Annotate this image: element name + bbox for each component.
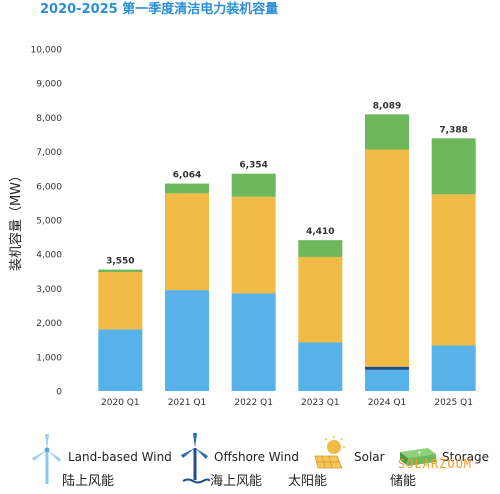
x-tick-label: 2022 Q1 [234,398,273,408]
legend-item-land-wind: Land-based Wind 陆上风能 [30,430,180,490]
stacked-bar-chart: 装机容量（MW） 0 1,000 2,000 3,000 4,000 5,000 6,000… [8,46,476,408]
solar-panel-icon [314,436,345,469]
legend-label-solar: Solar [354,450,385,464]
bar-segment [165,183,209,194]
bar-stack [165,183,209,391]
y-axis-label: 装机容量（MW） [8,169,24,271]
bar-segment [298,240,343,257]
legend-label-land-wind: Land-based Wind [68,450,172,464]
bar-stack [231,173,276,391]
x-tick-label: 2020 Q1 [101,398,140,408]
y-tick-label: 6,000 [36,182,62,192]
bar-segment [431,138,476,195]
y-tick-label: 9,000 [36,80,62,90]
y-tick-label: 7,000 [36,148,62,158]
bar-segment [431,345,476,391]
y-tick-label: 3,000 [36,285,62,295]
bar-stack [298,240,343,391]
legend-label-storage-zh: 储能 [390,474,417,489]
y-tick-label: 2,000 [36,319,62,329]
total-labels: 3,550 6,064 6,354 4,410 8,089 7,388 [106,101,468,266]
x-tick-label: 2025 Q1 [434,398,473,408]
bar-total-label: 7,388 [439,125,467,135]
chart-title: 2020-2025 第一季度清洁电力装机容量 [40,2,279,17]
bar-total-label: 4,410 [306,227,334,237]
legend-label-offshore-wind: Offshore Wind [214,450,299,464]
legend-label-offshore-wind-zh: 海上风能 [210,474,263,489]
y-tick-label: 1,000 [36,353,62,363]
bar-segment [365,366,409,370]
bar-stack [365,114,409,391]
y-tick-label: 5,000 [36,217,62,227]
bar-segment [365,114,409,150]
y-tick-label: 10,000 [31,46,63,56]
x-tick-label: 2021 Q1 [168,398,207,408]
bar-segment [231,196,276,294]
svg-text:+: + [417,450,422,457]
bar-segment [165,290,209,391]
bars [98,114,476,391]
legend-label-solar-zh: 太阳能 [288,474,328,489]
bar-segment [365,149,409,367]
watermark: SOLARZOOM [398,457,473,471]
bar-segment [298,342,343,391]
x-tick-label: 2024 Q1 [368,398,407,408]
x-axis-ticks: 2020 Q1 2021 Q1 2022 Q1 2023 Q1 2024 Q1 2025 … [101,398,473,408]
y-tick-label: 0 [56,388,62,398]
bar-segment [98,329,143,391]
bar-stack [98,269,143,391]
battery-icon: + [400,448,436,466]
bar-total-label: 6,064 [173,171,201,181]
bar-segment [165,193,209,291]
bar-segment [298,256,343,343]
bar-total-label: 3,550 [106,257,134,267]
legend-item-storage: + Storage 储能 [390,430,498,490]
bar-total-label: 6,354 [239,161,267,171]
bar-total-label: 8,089 [373,101,401,111]
bar-segment [231,293,276,391]
y-axis-ticks: 0 1,000 2,000 3,000 4,000 5,000 6,000 7,000 8,00… [31,46,63,398]
bar-segment [431,194,476,346]
y-tick-label: 4,000 [36,251,62,261]
legend-label-storage: Storage [442,450,489,464]
bar-stack [431,138,476,391]
legend-item-solar: Solar 太阳能 [288,430,392,490]
x-tick-label: 2023 Q1 [301,398,340,408]
bar-segment [98,269,143,272]
offshore-wind-turbine-icon [181,433,210,484]
bar-segment [231,173,276,197]
legend-label-land-wind-zh: 陆上风能 [62,474,115,489]
legend-item-offshore-wind: Offshore Wind 海上风能 [180,430,300,490]
wind-turbine-icon [32,434,61,484]
bar-segment [98,271,143,330]
bar-segment [365,369,409,391]
y-tick-label: 8,000 [36,114,62,124]
